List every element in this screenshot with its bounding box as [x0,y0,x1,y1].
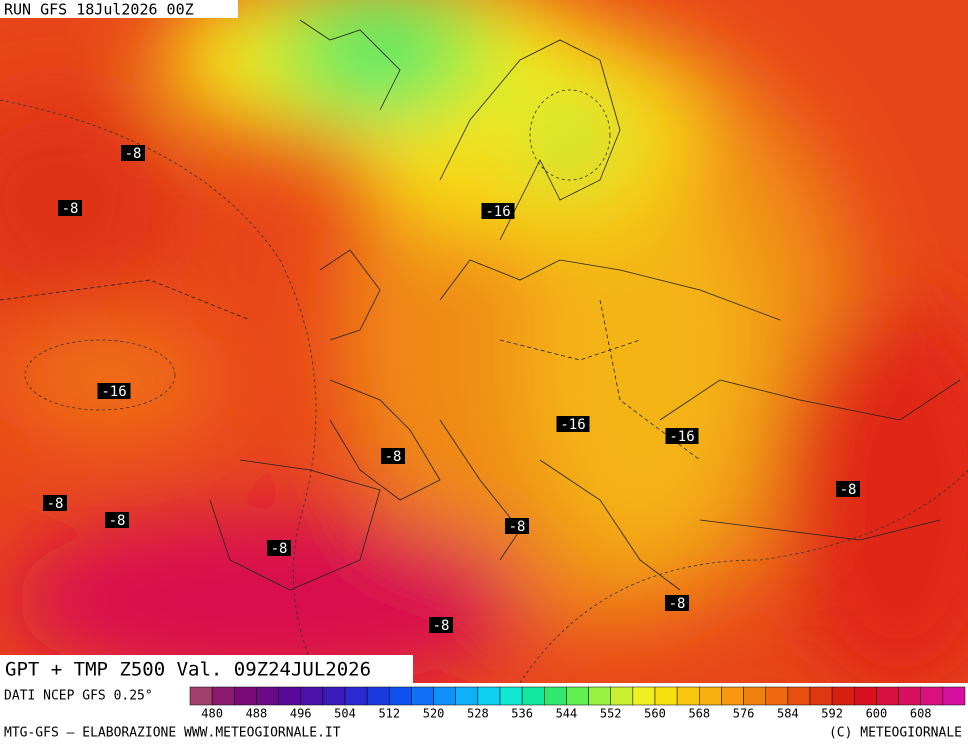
run-label: RUN GFS 18Jul2026 00Z [4,1,194,19]
colorbar-swatch [521,686,545,706]
colorbar-swatch [211,686,235,706]
contour-label-box [665,595,689,611]
colorbar-label: 568 [688,707,710,721]
colorbar-label: 584 [777,707,799,721]
contour-label: -8 [47,496,64,512]
colorbar-swatch [942,686,966,706]
contour-label: -8 [509,519,526,535]
contour-label-box [836,481,860,497]
contour-label: -8 [125,146,142,162]
contour-label-box [58,200,82,216]
colorbar-label: 576 [733,707,755,721]
footer-left: MTG-GFS — ELABORAZIONE WWW.METEOGIORNALE… [4,726,341,741]
contour-label-box [381,448,405,464]
colorbar-swatch [477,686,501,706]
colorbar-swatch [499,686,523,706]
colorbar-swatch [699,686,722,706]
colorbar-swatch [389,686,412,706]
colorbar-label: 528 [467,707,489,721]
colorbar-swatch [234,686,257,706]
colorbar-swatch [743,686,766,706]
colorbar-swatch [876,686,899,706]
colorbar-swatch [366,686,390,706]
dashed-contours [0,89,968,683]
colorbar-label: 560 [644,707,666,721]
header-box [0,0,238,18]
colorbar-swatch [433,686,456,706]
contour-label-box [556,416,590,432]
colorbar-label: 536 [511,707,533,721]
colorbar-swatch [654,686,678,706]
contour-label-box [267,540,291,556]
colorbar-swatch [189,686,213,706]
contour-label: -16 [485,204,510,220]
colorbar-swatch [898,686,921,706]
map: -8 -8 -16 -16 -16 -16 -8 -8 -8 -8 -8 -8 -8 -8 [0,0,968,683]
colorbar-swatch [322,686,346,706]
colorbar-label: 512 [378,707,400,721]
contour-label: -8 [271,541,288,557]
contour-label: -8 [840,482,857,498]
colorbar-label: 544 [556,707,578,721]
colorbar-swatch [278,686,301,706]
contour-label-box [43,495,67,511]
colorbar-swatch [787,686,811,706]
colorbar-swatch [765,686,789,706]
contour-label-box [105,512,129,528]
contour-label-box [429,617,453,633]
contour-label: -16 [560,417,585,433]
colorbar: 480 488 496 504 512 520 528 536 544 552 560 568 576 5… [189,686,966,721]
map-title: GPT + TMP Z500 Val. 09Z24JUL2026 [5,659,371,681]
colorbar-label: 608 [910,707,932,721]
contour-label-box [121,145,145,161]
colorbar-swatch [300,686,324,706]
footer-right: (C) METEOGIORNALE [829,726,962,741]
contour-label-box [505,518,529,534]
colorbar-swatch [809,686,833,706]
colorbar-swatch [920,686,944,706]
colorbar-swatch [721,686,744,706]
colorbar-swatch [588,686,611,706]
colorbar-swatch [831,686,855,706]
colorbar-swatch [256,686,279,706]
colorbar-swatch [566,686,589,706]
contour-label-box [481,203,515,219]
colorbar-label: 520 [423,707,445,721]
contour-label: -16 [101,384,126,400]
contour-label-box [97,383,131,399]
title-box [0,655,413,683]
colorbar-swatch [632,686,656,706]
colorbar-label: 600 [866,707,888,721]
colorbar-label: 488 [246,707,268,721]
colorbar-label: 592 [821,707,843,721]
contour-label: -8 [62,201,79,217]
colorbar-label: 552 [600,707,622,721]
colorbar-swatch [610,686,634,706]
contour-label: -8 [385,449,402,465]
colorbar-swatch [344,686,368,706]
source-label: DATI NCEP GFS 0.25° [4,689,153,704]
colorbar-label: 504 [334,707,356,721]
contour-label-box [665,428,699,444]
colorbar-swatch [854,686,877,706]
colorbar-label: 480 [201,707,223,721]
colorbar-label: 496 [290,707,312,721]
contour-label: -8 [433,618,450,634]
contour-label: -8 [109,513,126,529]
contour-label: -16 [669,429,694,445]
colorbar-swatch [544,686,567,706]
colorbar-swatch [676,686,700,706]
colorbar-swatch [455,686,479,706]
contour-label: -8 [669,596,686,612]
colorbar-swatch [411,686,434,706]
